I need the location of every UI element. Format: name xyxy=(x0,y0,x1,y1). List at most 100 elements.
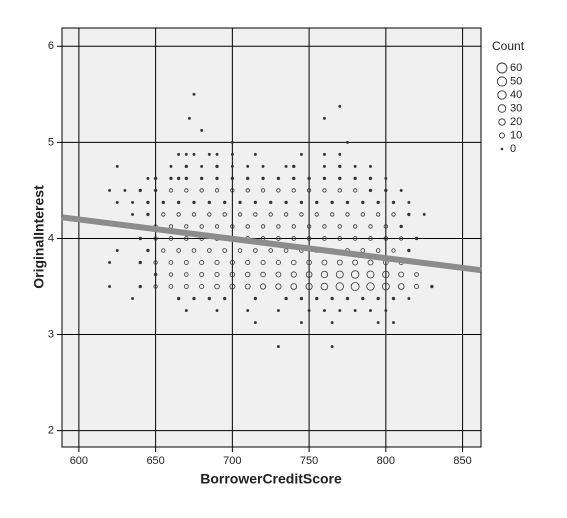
point xyxy=(131,200,135,204)
point xyxy=(337,236,343,241)
point xyxy=(253,248,258,253)
point xyxy=(299,296,304,301)
point xyxy=(414,236,419,241)
point xyxy=(153,236,158,241)
point xyxy=(168,272,174,277)
point xyxy=(330,321,334,325)
point xyxy=(384,309,388,313)
legend-label: 40 xyxy=(510,89,522,101)
point xyxy=(368,236,373,241)
point xyxy=(184,188,189,193)
point xyxy=(230,176,235,181)
point xyxy=(146,248,150,253)
point xyxy=(215,152,219,156)
x-tick-label: 750 xyxy=(300,455,318,467)
point xyxy=(146,176,150,180)
point xyxy=(244,271,251,278)
point xyxy=(284,296,288,301)
point xyxy=(350,270,360,279)
point xyxy=(322,176,327,181)
point xyxy=(168,260,174,265)
point xyxy=(115,164,119,168)
point xyxy=(384,176,388,180)
point xyxy=(199,176,204,181)
point xyxy=(214,271,220,278)
point xyxy=(329,212,335,217)
point xyxy=(214,188,220,193)
point xyxy=(168,284,174,289)
legend-marker xyxy=(497,90,507,100)
point xyxy=(338,152,342,156)
point xyxy=(261,164,265,168)
point xyxy=(260,224,266,229)
y-axis-title: OriginalInterest xyxy=(31,185,47,289)
point xyxy=(230,164,234,168)
point xyxy=(245,259,251,266)
point xyxy=(192,152,196,156)
point xyxy=(368,176,373,181)
point xyxy=(184,164,189,169)
point xyxy=(291,188,296,193)
point xyxy=(230,152,234,156)
point xyxy=(253,321,257,325)
point xyxy=(338,309,342,313)
y-tick-label: 5 xyxy=(48,136,54,148)
point xyxy=(338,164,342,169)
legend-marker xyxy=(498,118,506,126)
point xyxy=(153,188,158,193)
point xyxy=(399,188,403,192)
point xyxy=(115,200,119,204)
point xyxy=(292,164,296,169)
point xyxy=(138,284,142,289)
point xyxy=(352,236,358,241)
point xyxy=(215,176,219,181)
point xyxy=(123,188,127,192)
point xyxy=(384,188,388,193)
point xyxy=(307,176,311,181)
point xyxy=(353,188,358,193)
point xyxy=(321,259,328,266)
point xyxy=(391,248,396,253)
point xyxy=(422,212,426,216)
x-tick-label: 850 xyxy=(453,455,471,467)
point xyxy=(291,236,297,241)
y-tick-label: 2 xyxy=(48,425,54,437)
legend-label: 30 xyxy=(510,102,522,114)
point xyxy=(345,200,350,205)
point xyxy=(391,200,396,205)
point xyxy=(176,248,181,253)
point xyxy=(368,224,373,229)
point xyxy=(153,284,158,289)
point xyxy=(335,270,344,279)
point xyxy=(376,296,380,301)
point xyxy=(199,259,205,266)
point xyxy=(153,176,158,181)
point xyxy=(192,200,196,205)
point xyxy=(199,283,205,290)
point xyxy=(229,283,236,290)
point xyxy=(407,212,411,217)
point xyxy=(284,164,288,168)
point xyxy=(176,200,181,205)
point xyxy=(229,259,235,266)
point xyxy=(199,188,204,193)
point xyxy=(330,345,334,349)
point xyxy=(200,164,204,168)
legend-title: Count xyxy=(492,39,525,53)
point xyxy=(383,236,389,241)
point xyxy=(392,321,396,325)
point xyxy=(176,296,181,301)
point xyxy=(315,296,319,301)
point xyxy=(276,309,280,313)
x-tick-label: 600 xyxy=(70,455,88,467)
point xyxy=(305,283,313,291)
point xyxy=(207,212,212,217)
point xyxy=(169,164,173,168)
point xyxy=(161,248,166,253)
point xyxy=(299,200,304,205)
point xyxy=(237,248,243,253)
legend-label: 60 xyxy=(510,62,522,74)
point xyxy=(290,271,297,278)
point xyxy=(276,345,280,349)
point xyxy=(299,212,304,217)
